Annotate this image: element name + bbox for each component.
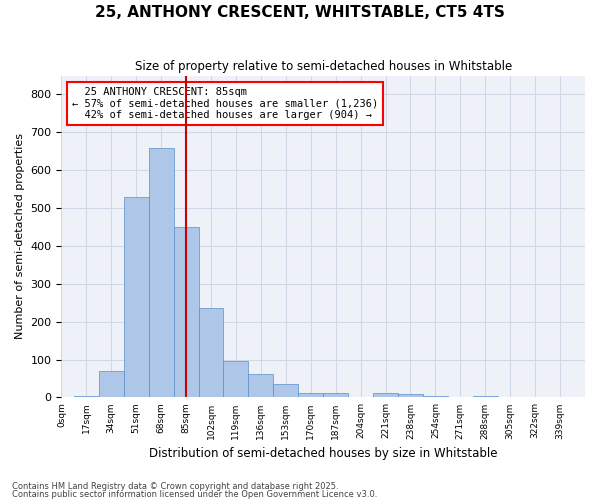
Bar [398, 394, 423, 398]
Bar [274, 384, 298, 398]
Bar [298, 393, 323, 398]
X-axis label: Distribution of semi-detached houses by size in Whitstable: Distribution of semi-detached houses by … [149, 447, 497, 460]
Bar [223, 362, 248, 398]
Bar [473, 396, 498, 398]
Text: Contains public sector information licensed under the Open Government Licence v3: Contains public sector information licen… [12, 490, 377, 499]
Bar [149, 148, 173, 398]
Text: 25, ANTHONY CRESCENT, WHITSTABLE, CT5 4TS: 25, ANTHONY CRESCENT, WHITSTABLE, CT5 4T… [95, 5, 505, 20]
Text: Contains HM Land Registry data © Crown copyright and database right 2025.: Contains HM Land Registry data © Crown c… [12, 482, 338, 491]
Bar [323, 392, 348, 398]
Bar [373, 393, 398, 398]
Title: Size of property relative to semi-detached houses in Whitstable: Size of property relative to semi-detach… [134, 60, 512, 73]
Bar [248, 374, 274, 398]
Bar [99, 371, 124, 398]
Bar [74, 396, 99, 398]
Y-axis label: Number of semi-detached properties: Number of semi-detached properties [15, 134, 25, 340]
Bar [423, 396, 448, 398]
Bar [173, 227, 199, 398]
Bar [124, 196, 149, 398]
Bar [199, 308, 223, 398]
Text: 25 ANTHONY CRESCENT: 85sqm
← 57% of semi-detached houses are smaller (1,236)
  4: 25 ANTHONY CRESCENT: 85sqm ← 57% of semi… [72, 87, 378, 120]
